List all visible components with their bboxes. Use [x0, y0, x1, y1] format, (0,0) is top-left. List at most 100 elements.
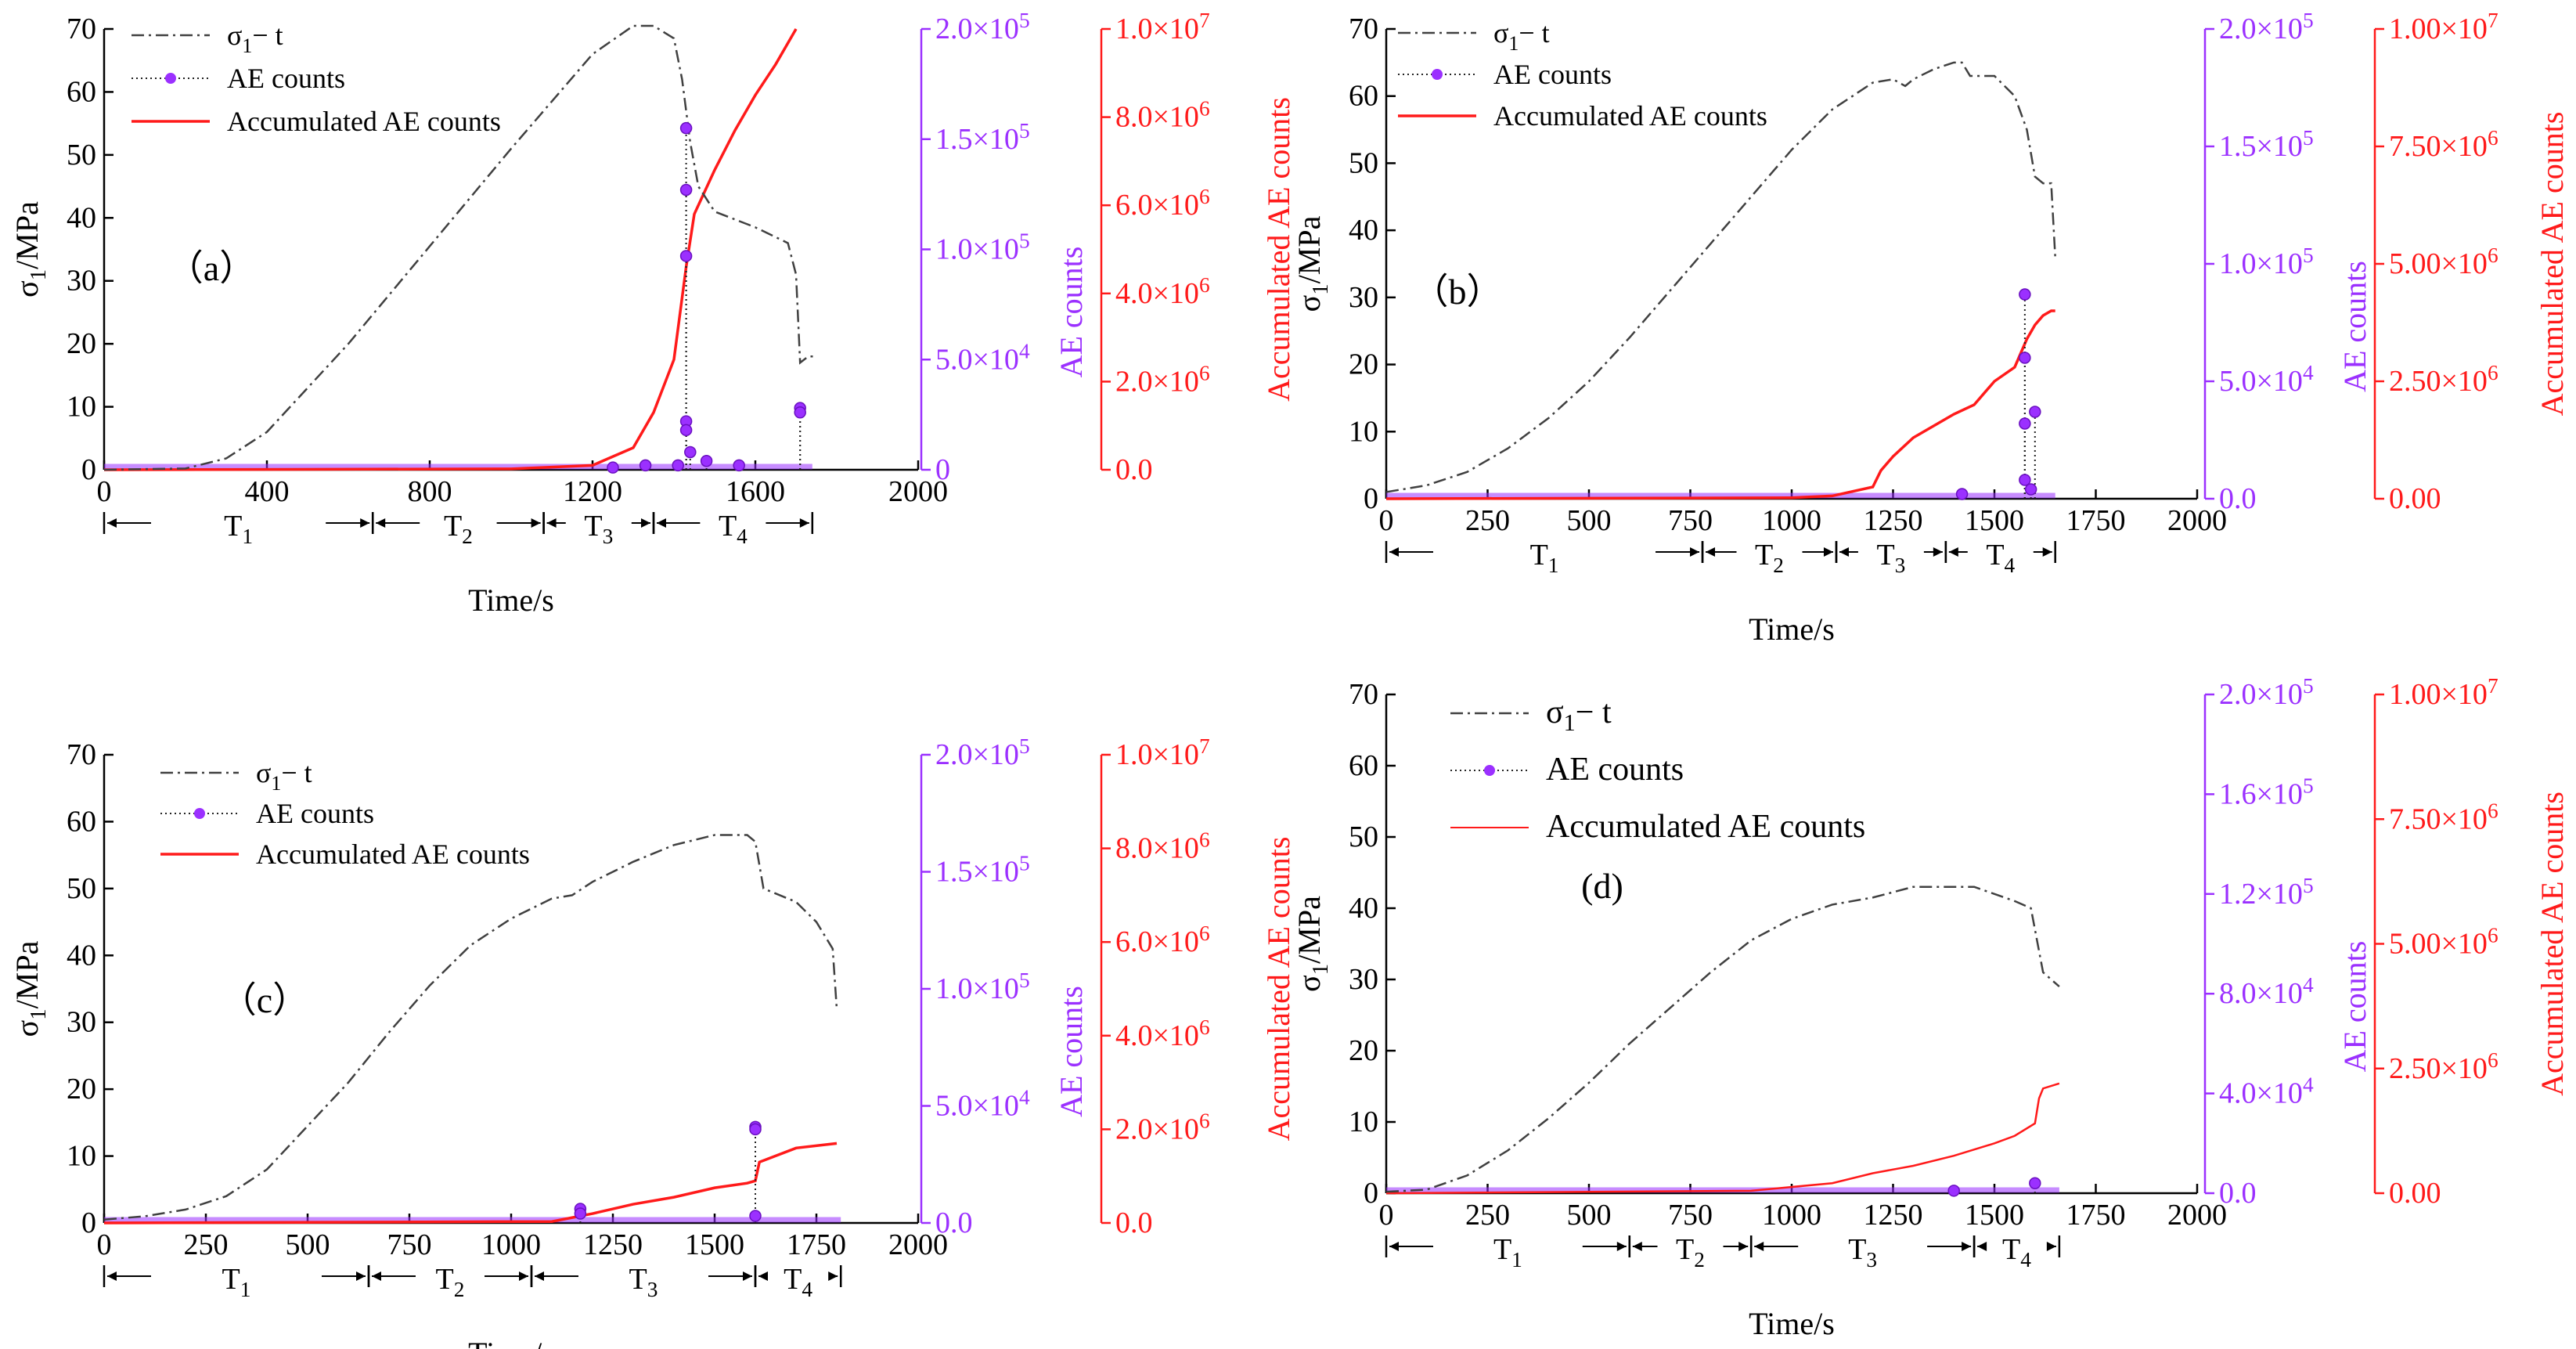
ae-tick-label: 0.0	[2219, 482, 2257, 515]
ae-tick-label: 8.0×104	[2219, 973, 2314, 1010]
stage-arrowhead	[1690, 547, 1700, 557]
x-tick-label: 250	[1465, 504, 1510, 537]
acc-tick-label: 7.50×106	[2389, 126, 2499, 163]
acc-tick-label: 1.00×107	[2389, 9, 2499, 45]
x-tick-label: 1750	[2066, 504, 2126, 537]
y-tick-label: 10	[67, 1140, 96, 1173]
ae-tick-label: 5.0×104	[2219, 361, 2314, 398]
x-tick-label: 2000	[888, 1228, 948, 1261]
x-tick-label: 750	[387, 1228, 432, 1261]
x-tick-label: 1750	[787, 1228, 846, 1261]
x-tick-label: 250	[1465, 1199, 1510, 1232]
ae-event-point	[607, 461, 619, 474]
stage-arrowhead	[1754, 1242, 1764, 1251]
x-tick-label: 400	[245, 475, 290, 508]
y-tick-label: 40	[1349, 892, 1378, 925]
ae-axis-title: AE counts	[1054, 986, 1089, 1117]
ae-event-point	[2019, 352, 2031, 364]
panel-label: （c）	[221, 980, 308, 1020]
acc-tick-label: 0.00	[2389, 1177, 2441, 1210]
stage-arrowhead	[657, 518, 666, 528]
y-tick-label: 0	[81, 453, 96, 486]
ae-event-point	[2019, 474, 2031, 486]
stage-arrowhead	[1933, 547, 1943, 557]
stage-arrowhead	[107, 518, 117, 528]
panel-b: 0 10 20 30 40 50 60 70 0 250 500 750 1000 1250 1500 175…	[1292, 9, 2570, 647]
accumulated-ae-line	[1385, 1082, 2060, 1195]
ae-tick-label: 1.6×105	[2219, 774, 2314, 810]
ae-event-point	[794, 406, 806, 419]
ae-tick-label: 1.0×105	[2219, 243, 2314, 280]
y-tick-label: 50	[67, 872, 96, 905]
y-tick-label: 20	[1349, 1034, 1378, 1067]
x-tick-label: 2000	[2167, 1199, 2227, 1232]
acc-tick-label: 5.00×106	[2389, 243, 2499, 280]
ae-axis-title: AE counts	[2337, 261, 2372, 392]
stage-arrowhead	[1706, 547, 1716, 557]
y-tick-label: 30	[1349, 281, 1378, 314]
stage-arrowhead	[1839, 547, 1849, 557]
stage-arrowhead	[1948, 547, 1958, 557]
legend-ae-label: AE counts	[227, 63, 345, 94]
acc-tick-label: 1.0×107	[1115, 9, 1210, 45]
stage-arrowhead	[372, 1271, 381, 1281]
ae-event-point	[733, 459, 745, 472]
ae-axis-title: AE counts	[2337, 941, 2372, 1073]
ae-event-point	[2029, 406, 2041, 418]
stage-arrowhead	[2042, 547, 2052, 557]
ae-event-point	[700, 454, 713, 467]
stress-line	[103, 24, 815, 471]
acc-axis-title: Accumulated AE counts	[1261, 97, 1296, 402]
x-tick-label: 500	[1567, 504, 1612, 537]
y-tick-label: 10	[1349, 1106, 1378, 1138]
ae-event-point	[684, 445, 697, 459]
ae-event-point	[1955, 488, 1969, 500]
stage-label: T4	[2002, 1233, 2031, 1271]
acc-tick-label: 2.0×106	[1115, 361, 1210, 398]
x-tick-label: 750	[1668, 504, 1713, 537]
y-tick-label: 30	[1349, 963, 1378, 996]
acc-axis-title: Accumulated AE counts	[1261, 837, 1296, 1142]
ae-event-point	[2019, 288, 2031, 301]
y-tick-label: 30	[67, 265, 96, 298]
acc-axis-title: Accumulated AE counts	[2535, 112, 2570, 417]
ae-event-point	[679, 183, 693, 197]
legend-accumulated-label: Accumulated AE counts	[256, 839, 530, 870]
y-tick-label: 20	[67, 327, 96, 360]
ae-tick-label: 1.2×105	[2219, 874, 2314, 911]
y-tick-label: 70	[1349, 678, 1378, 711]
x-tick-label: 0	[97, 475, 112, 508]
stress-line	[103, 834, 838, 1221]
stage-arrowhead	[1977, 1242, 1987, 1251]
x-tick-label: 2000	[888, 475, 948, 508]
y-tick-label: 60	[1349, 749, 1378, 782]
y-tick-label: 0	[1364, 482, 1378, 515]
ae-event-point	[679, 424, 693, 437]
y-tick-label: 60	[67, 75, 96, 108]
y-axis-title: σ1/MPa	[1292, 215, 1333, 312]
ae-axis-title: AE counts	[1054, 247, 1089, 378]
ae-event-point	[2019, 417, 2031, 430]
panel-label: （b）	[1413, 272, 1503, 312]
legend-stress-label: σ1− t	[1546, 694, 1612, 736]
legend-ae-marker	[1484, 765, 1495, 776]
stage-arrowhead	[1738, 1242, 1749, 1251]
x-tick-label: 500	[1567, 1199, 1612, 1232]
x-tick-label: 250	[184, 1228, 229, 1261]
x-tick-label: 1000	[1762, 1199, 1821, 1232]
x-tick-label: 750	[1668, 1199, 1713, 1232]
x-tick-label: 1200	[563, 475, 622, 508]
ae-tick-label: 1.0×105	[935, 968, 1030, 1005]
x-tick-label: 0	[1379, 1199, 1394, 1232]
x-tick-label: 1250	[1864, 1199, 1923, 1232]
acc-axis-title: Accumulated AE counts	[2535, 792, 2570, 1096]
y-tick-label: 10	[67, 391, 96, 424]
acc-tick-label: 8.0×106	[1115, 97, 1210, 134]
ae-tick-label: 1.5×105	[935, 852, 1030, 889]
acc-tick-label: 0.00	[2389, 482, 2441, 515]
stage-arrowhead	[743, 1271, 752, 1281]
x-tick-label: 1500	[685, 1228, 744, 1261]
ae-tick-label: 0	[935, 453, 950, 486]
ae-event-point	[672, 459, 684, 472]
ae-event-point	[639, 459, 652, 472]
